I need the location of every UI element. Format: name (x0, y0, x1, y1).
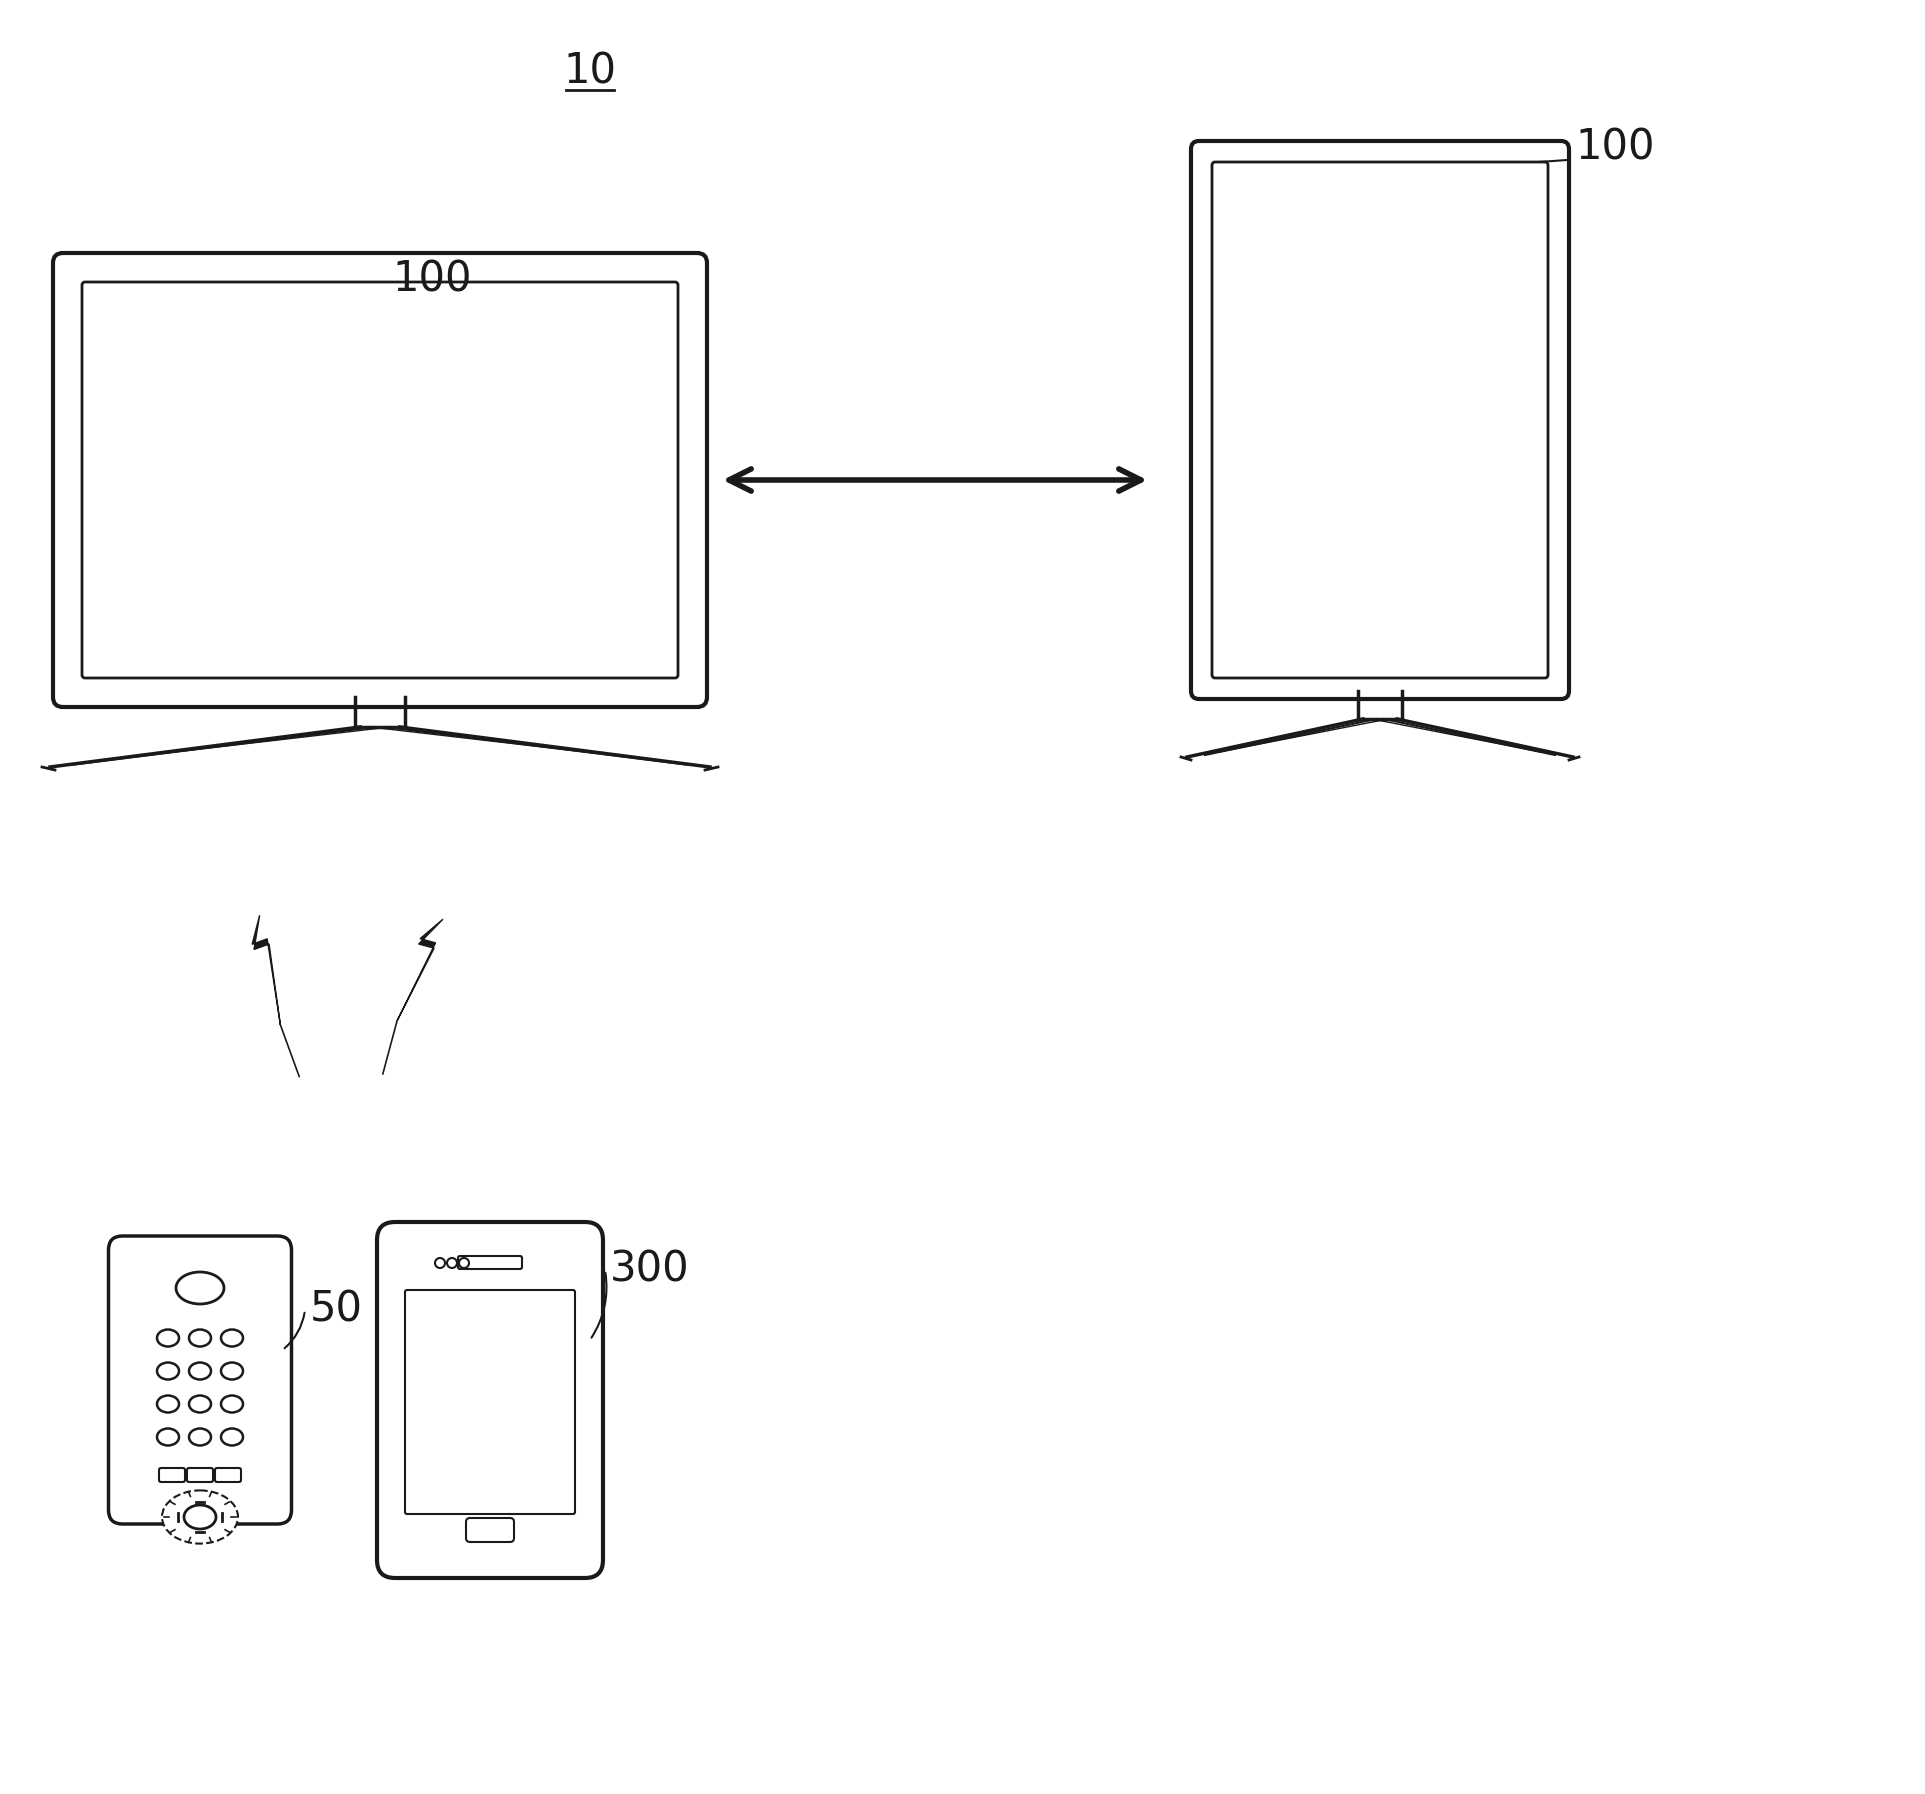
FancyBboxPatch shape (83, 282, 678, 678)
Ellipse shape (189, 1329, 212, 1347)
Text: 300: 300 (610, 1249, 689, 1292)
FancyBboxPatch shape (160, 1467, 185, 1482)
Ellipse shape (158, 1362, 179, 1380)
FancyBboxPatch shape (466, 1518, 514, 1543)
Ellipse shape (221, 1362, 243, 1380)
Text: 100: 100 (1575, 127, 1654, 169)
FancyBboxPatch shape (1213, 161, 1548, 678)
FancyBboxPatch shape (1192, 142, 1569, 700)
Polygon shape (397, 919, 443, 1021)
Text: 10: 10 (564, 50, 616, 93)
Text: 100: 100 (393, 258, 472, 301)
FancyBboxPatch shape (54, 253, 706, 707)
Ellipse shape (175, 1272, 223, 1304)
Text: 50: 50 (310, 1290, 364, 1331)
Ellipse shape (185, 1505, 216, 1528)
Ellipse shape (189, 1396, 212, 1412)
Ellipse shape (189, 1362, 212, 1380)
Circle shape (435, 1258, 445, 1268)
FancyBboxPatch shape (458, 1256, 522, 1268)
FancyBboxPatch shape (108, 1236, 291, 1523)
Ellipse shape (189, 1428, 212, 1446)
Ellipse shape (221, 1329, 243, 1347)
FancyBboxPatch shape (377, 1222, 603, 1579)
Ellipse shape (158, 1396, 179, 1412)
Ellipse shape (158, 1329, 179, 1347)
Circle shape (447, 1258, 456, 1268)
FancyBboxPatch shape (216, 1467, 241, 1482)
Ellipse shape (221, 1396, 243, 1412)
Circle shape (458, 1258, 470, 1268)
FancyBboxPatch shape (404, 1290, 576, 1514)
Ellipse shape (221, 1428, 243, 1446)
FancyBboxPatch shape (187, 1467, 214, 1482)
Polygon shape (252, 915, 281, 1024)
Ellipse shape (158, 1428, 179, 1446)
Ellipse shape (162, 1491, 239, 1543)
